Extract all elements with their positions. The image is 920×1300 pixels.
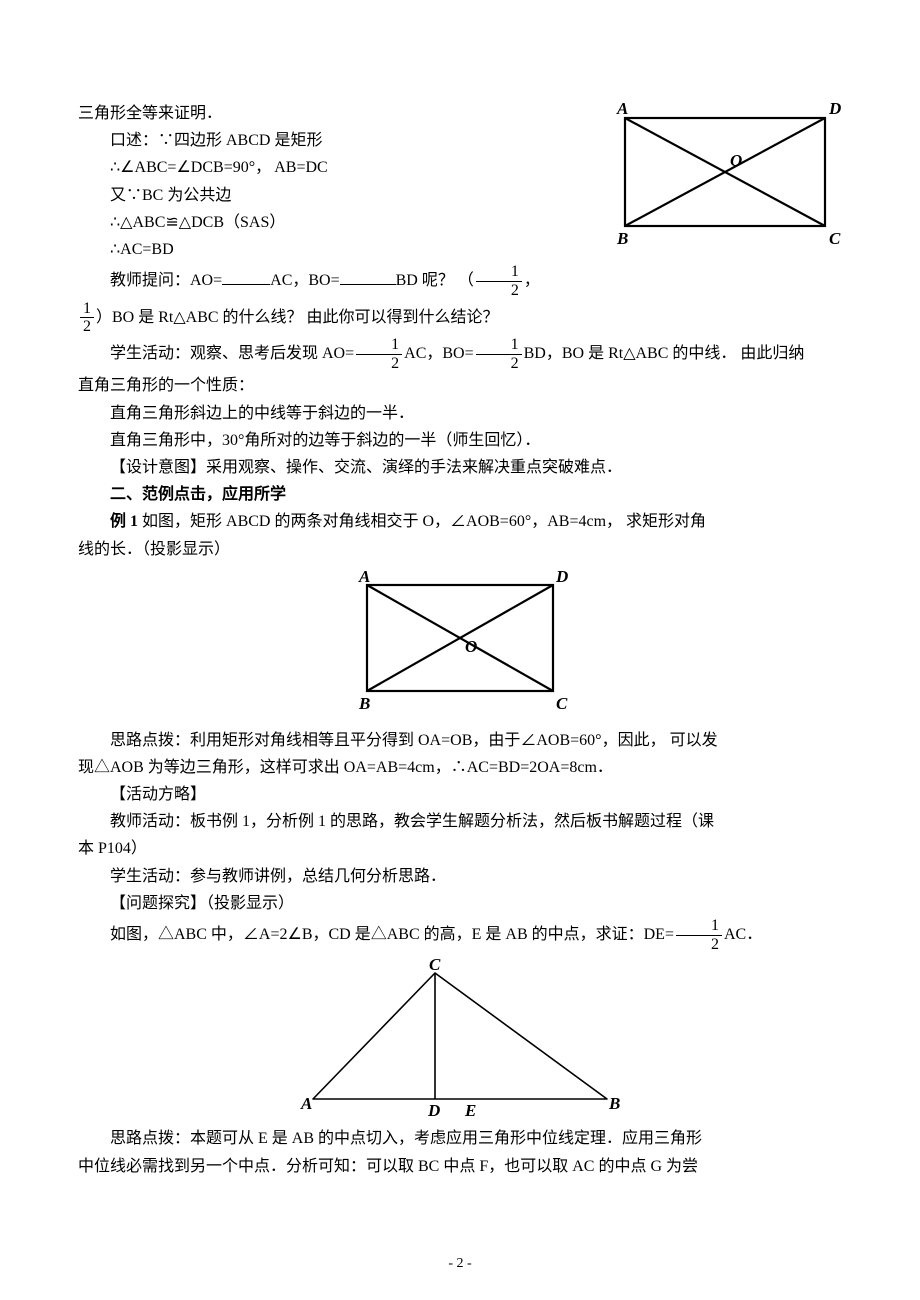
label3-D: D	[427, 1101, 440, 1119]
p24: 如图，△ABC 中，∠A=2∠B，CD 是△ABC 的高，E 是 AB 的中点，…	[78, 917, 842, 953]
p15b: 如图，矩形 ABCD 的两条对角线相交于 O，∠AOB=60°，AB=4cm， …	[138, 513, 706, 530]
label3-E: E	[464, 1101, 476, 1119]
p18: 现△AOB 为等边三角形，这样可求出 OA=AB=4cm，∴AC=BD=2OA=…	[78, 754, 842, 781]
label-C: C	[829, 229, 841, 248]
document-body: A B C D O 三角形全等来证明． 口述：∵四边形 ABCD 是矩形 ∴∠A…	[78, 100, 842, 1180]
label-O: O	[730, 151, 742, 170]
label-D: D	[828, 100, 841, 118]
figure-rect-1: A B C D O	[607, 100, 842, 255]
p10: 直角三角形的一个性质：	[78, 372, 842, 399]
p24b: AC．	[724, 926, 762, 943]
label2-A: A	[358, 569, 370, 586]
p07c: BD 呢？ （	[396, 272, 474, 289]
p07d: ，	[524, 272, 540, 289]
p17: 思路点拨：利用矩形对角线相等且平分得到 OA=OB，由于∠AOB=60°，因此，…	[78, 727, 842, 754]
figure-triangle: A B C D E	[295, 959, 625, 1119]
frac-half-4: 12	[476, 336, 522, 372]
frac-half-1: 12	[476, 263, 522, 299]
p09b: AC，BO=	[404, 345, 473, 362]
p15a: 例 1	[110, 513, 138, 530]
p07: 教师提问：AO= AC，BO= BD 呢？ （12，	[78, 263, 842, 299]
p09c: BD，BO 是 Rt△ABC 的中线． 由此归纳	[524, 345, 805, 362]
label3-B: B	[608, 1094, 620, 1113]
p19: 【活动方略】	[78, 781, 842, 808]
p08: 12）BO 是 Rt△ABC 的什么线？ 由此你可以得到什么结论？	[78, 300, 842, 336]
page-number: - 2 -	[0, 1252, 920, 1276]
p16: 线的长．（投影显示）	[78, 536, 842, 563]
p22: 学生活动：参与教师讲例，总结几何分析思路．	[78, 863, 842, 890]
blank-2	[340, 267, 396, 286]
label-A: A	[616, 100, 628, 118]
p13: 【设计意图】采用观察、操作、交流、演绎的手法来解决重点突破难点．	[78, 454, 842, 481]
p26: 中位线必需找到另一个中点．分析可知：可以取 BC 中点 F，也可以取 AC 的中…	[78, 1153, 842, 1180]
label2-B: B	[358, 694, 370, 713]
p12: 直角三角形中，30°角所对的边等于斜边的一半（师生回忆）．	[78, 427, 842, 454]
p14: 二、范例点击，应用所学	[78, 481, 842, 508]
p07a: 教师提问：AO=	[110, 272, 222, 289]
p09: 学生活动：观察、思考后发现 AO=12AC，BO=12BD，BO 是 Rt△AB…	[78, 336, 842, 372]
figure-rect-2: A B C D O	[351, 569, 569, 721]
p24a: 如图，△ABC 中，∠A=2∠B，CD 是△ABC 的高，E 是 AB 的中点，…	[110, 926, 674, 943]
frac-half-2: 12	[80, 300, 94, 336]
p08a: ）BO 是 Rt△ABC 的什么线？ 由此你可以得到什么结论？	[96, 309, 499, 326]
p11: 直角三角形斜边上的中线等于斜边的一半．	[78, 400, 842, 427]
blank-1	[222, 267, 270, 286]
label2-O: O	[465, 637, 477, 656]
label3-C: C	[429, 959, 441, 974]
p07b: AC，BO=	[270, 272, 339, 289]
label3-A: A	[300, 1094, 312, 1113]
p23: 【问题探究】（投影显示）	[78, 890, 842, 917]
frac-half-5: 12	[676, 917, 722, 953]
p09a: 学生活动：观察、思考后发现 AO=	[110, 345, 354, 362]
p15: 例 1 如图，矩形 ABCD 的两条对角线相交于 O，∠AOB=60°，AB=4…	[78, 508, 842, 535]
label2-C: C	[556, 694, 568, 713]
p25: 思路点拨：本题可从 E 是 AB 的中点切入，考虑应用三角形中位线定理．应用三角…	[78, 1125, 842, 1152]
p21: 本 P104）	[78, 835, 842, 862]
label-B: B	[616, 229, 628, 248]
label2-D: D	[555, 569, 568, 586]
p20: 教师活动：板书例 1，分析例 1 的思路，教会学生解题分析法，然后板书解题过程（…	[78, 808, 842, 835]
frac-half-3: 12	[356, 336, 402, 372]
